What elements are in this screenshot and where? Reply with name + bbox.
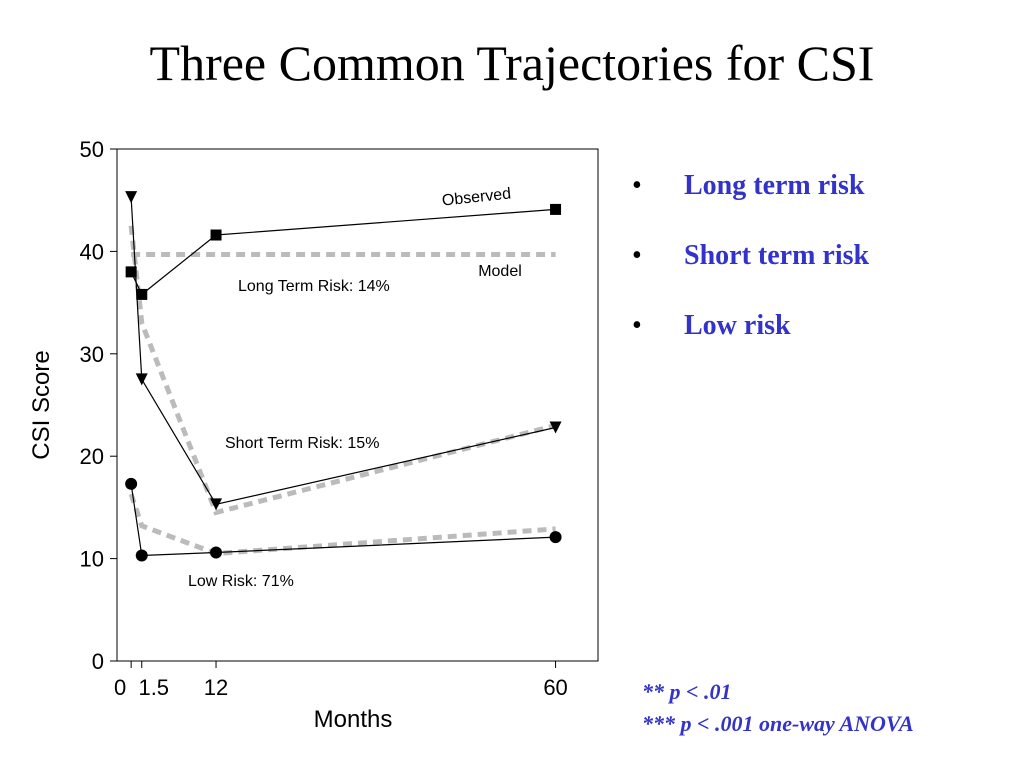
- bullet-short-term: • Short term risk: [632, 240, 870, 271]
- series-label-short-term: Short Term Risk: 15%: [225, 435, 379, 452]
- triangle-marker: [125, 191, 138, 204]
- model-line-2: [128, 493, 556, 557]
- observed-line-1: [130, 197, 556, 505]
- square-marker: [550, 203, 562, 215]
- y-tick-label: 20: [80, 444, 104, 469]
- circle-marker: [210, 546, 223, 559]
- bullet-dot-icon: •: [632, 170, 642, 201]
- model-annotation: Model: [478, 263, 522, 280]
- bullet-list: • Long term risk • Short term risk • Low ri…: [632, 170, 869, 380]
- observed-line-2: [130, 483, 556, 557]
- axis-ticks: 0 10 20 30 40 50 0 1.5 12 60: [80, 137, 568, 700]
- observed-lines: [130, 197, 556, 557]
- significance-notes: ** p < .01 *** p < .001 one-way ANOVA: [642, 676, 914, 740]
- observed-annotation: Observed: [441, 185, 512, 209]
- x-tick-label: 60: [543, 675, 567, 700]
- y-tick-label: 30: [80, 342, 104, 367]
- note-p01: ** p < .01: [642, 679, 732, 704]
- bullet-dot-icon: •: [632, 310, 642, 341]
- y-tick-label: 40: [80, 239, 104, 264]
- slide-title: Three Common Trajectories for CSI: [149, 35, 875, 91]
- x-tick-label: 12: [204, 675, 228, 700]
- triangle-marker: [135, 373, 148, 386]
- square-marker: [210, 229, 222, 241]
- triangle-marker: [549, 421, 562, 434]
- y-tick-label: 0: [92, 649, 104, 674]
- y-tick-label: 10: [80, 547, 104, 572]
- x-tick-label: 1.5: [138, 675, 169, 700]
- triangle-marker: [210, 498, 223, 511]
- plot-frame: [116, 148, 599, 662]
- bullet-low-risk: • Low risk: [632, 310, 791, 341]
- bullet-long-term: • Long term risk: [632, 170, 865, 201]
- bullet-dot-icon: •: [632, 240, 642, 271]
- square-marker: [136, 288, 148, 300]
- note-p001: *** p < .001 one-way ANOVA: [642, 711, 914, 736]
- x-axis-label: Months: [314, 706, 393, 733]
- series-label-long-term: Long Term Risk: 14%: [238, 278, 390, 295]
- y-tick-label: 50: [80, 137, 104, 162]
- observed-markers: [125, 191, 562, 562]
- square-marker: [125, 266, 137, 278]
- circle-marker: [549, 531, 562, 544]
- circle-marker: [125, 477, 138, 490]
- x-tick-label: 0: [114, 675, 126, 700]
- circle-marker: [135, 549, 148, 562]
- series-label-low: Low Risk: 71%: [188, 573, 294, 590]
- y-axis-label: CSI Score: [28, 350, 55, 459]
